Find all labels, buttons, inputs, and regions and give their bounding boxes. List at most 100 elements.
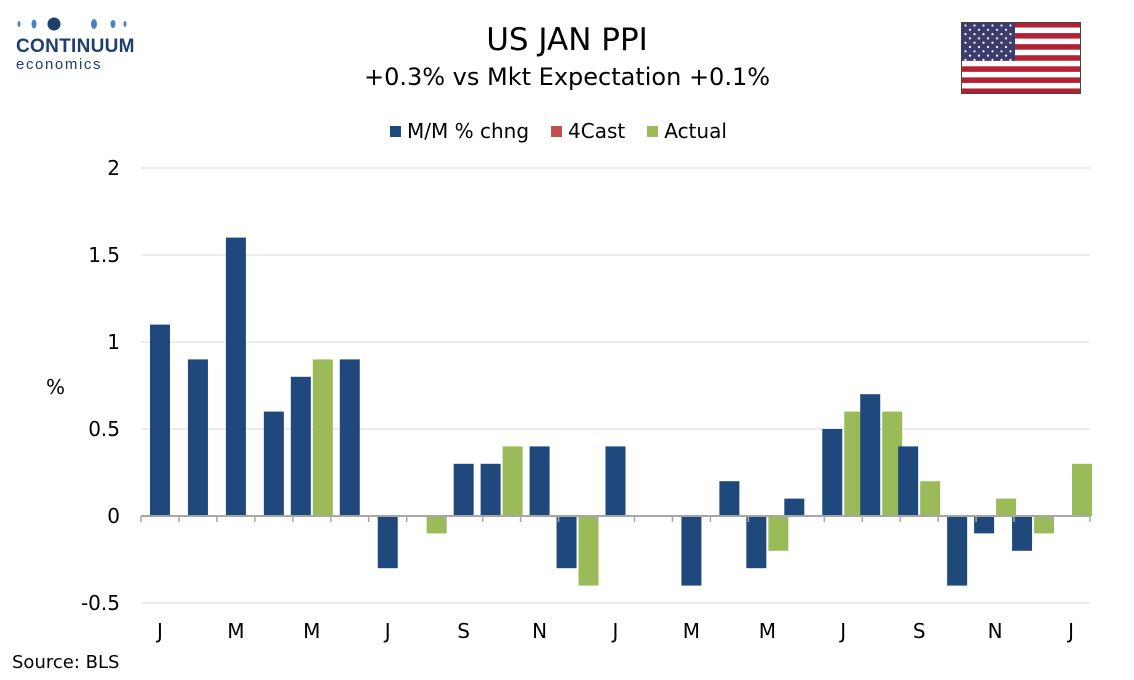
legend-swatch-4cast xyxy=(551,125,563,137)
legend-item-4cast: 4Cast xyxy=(551,119,625,143)
flag-star xyxy=(986,54,990,57)
legend-label-actual: Actual xyxy=(664,119,727,143)
flag-star xyxy=(968,37,972,40)
legend-label-4cast: 4Cast xyxy=(568,119,626,143)
flag-star xyxy=(968,28,972,31)
flag-star xyxy=(991,33,994,36)
x-tick-label: J xyxy=(155,619,163,643)
flag-star xyxy=(986,37,990,40)
x-tick-label: J xyxy=(383,619,391,643)
y-tick-label: 1.5 xyxy=(88,243,120,267)
y-tick-label: 2 xyxy=(107,156,120,180)
legend-item-actual: Actual xyxy=(647,119,727,143)
flag-star xyxy=(1000,41,1003,44)
bar-actual xyxy=(996,498,1017,516)
flag-stripe xyxy=(961,88,1081,94)
flag-star xyxy=(986,28,990,31)
flag-star xyxy=(977,37,981,40)
flag-star xyxy=(1004,45,1008,49)
x-tick-label: N xyxy=(988,619,1003,643)
flag-star xyxy=(995,28,999,31)
flag-border xyxy=(961,22,1081,94)
flag-star xyxy=(1009,24,1012,27)
logo-sub-text: economics xyxy=(16,56,103,73)
x-tick-label: J xyxy=(838,619,846,643)
chart-title: US JAN PPI xyxy=(486,22,648,58)
bar-mm xyxy=(480,463,501,516)
flag-star xyxy=(977,28,981,31)
flag-star xyxy=(964,50,967,53)
x-tick-label: M xyxy=(227,619,244,643)
flag-star xyxy=(1009,41,1012,44)
bar-mm xyxy=(1012,516,1033,551)
flag-star xyxy=(1000,33,1003,36)
flag-star xyxy=(982,58,985,62)
flag-star xyxy=(986,45,990,49)
flag-star xyxy=(964,58,967,62)
flag-stripe xyxy=(961,27,1081,34)
x-tick-label: M xyxy=(759,619,776,643)
flag-star xyxy=(973,58,976,62)
flag-star xyxy=(982,41,985,44)
y-tick-label: 1 xyxy=(107,330,120,354)
flag-stripe xyxy=(961,71,1081,78)
flag-star xyxy=(991,41,994,44)
flag-star xyxy=(977,45,981,49)
bar-mm xyxy=(529,446,550,516)
bar-mm xyxy=(453,463,474,516)
bar-mm xyxy=(681,516,702,586)
flag-star xyxy=(995,37,999,40)
bar-mm xyxy=(947,516,968,586)
chart-subtitle: +0.3% vs Mkt Expectation +0.1% xyxy=(363,63,771,91)
logo-dots-icon xyxy=(17,17,127,31)
x-tick-label: M xyxy=(683,619,700,643)
bar-mm xyxy=(290,376,311,516)
bar-mm xyxy=(784,498,805,516)
flag-star xyxy=(1000,24,1003,27)
bar-actual xyxy=(768,516,789,551)
flag-star xyxy=(1009,58,1012,62)
flag-stripe xyxy=(961,44,1081,50)
bar-actual xyxy=(1034,516,1055,534)
flag-star xyxy=(991,24,994,27)
flag-star xyxy=(982,50,985,53)
bar-actual xyxy=(502,446,523,516)
bar-mm xyxy=(860,394,881,516)
x-tick-label: J xyxy=(611,619,619,643)
flag-star xyxy=(982,24,985,27)
flag-star xyxy=(968,45,972,49)
bar-mm xyxy=(746,516,767,569)
bar-mm xyxy=(225,237,246,516)
legend-swatch-actual xyxy=(647,125,659,137)
x-tick-label: M xyxy=(303,619,320,643)
bar-actual xyxy=(882,411,903,516)
bar-actual xyxy=(920,481,941,516)
flag-stripe xyxy=(961,77,1081,84)
bar-actual xyxy=(578,516,599,586)
bar-actual xyxy=(426,516,447,534)
bar-mm xyxy=(149,324,170,516)
bar-mm xyxy=(556,516,577,569)
x-tick-label: S xyxy=(457,619,470,643)
bar-actual xyxy=(844,411,865,516)
flag-star xyxy=(991,58,994,62)
flag-stripe xyxy=(961,82,1081,89)
flag-star xyxy=(1004,28,1008,31)
flag-star xyxy=(995,54,999,57)
y-tick-label: -0.5 xyxy=(81,591,120,615)
flag-star xyxy=(968,54,972,57)
flag-stripe xyxy=(961,60,1081,67)
flag-star xyxy=(1009,33,1012,36)
flag-star xyxy=(1004,37,1008,40)
bar-mm xyxy=(719,481,740,516)
flag-stripe xyxy=(961,33,1081,39)
x-tick-label: J xyxy=(1066,619,1074,643)
bar-mm xyxy=(974,516,995,534)
flag-star xyxy=(964,41,967,44)
flag-star xyxy=(973,41,976,44)
flag-stripe xyxy=(961,38,1081,45)
flag-star xyxy=(964,24,967,27)
bar-mm xyxy=(339,359,360,516)
flag-stripe xyxy=(961,49,1081,56)
bar-mm xyxy=(898,446,919,516)
